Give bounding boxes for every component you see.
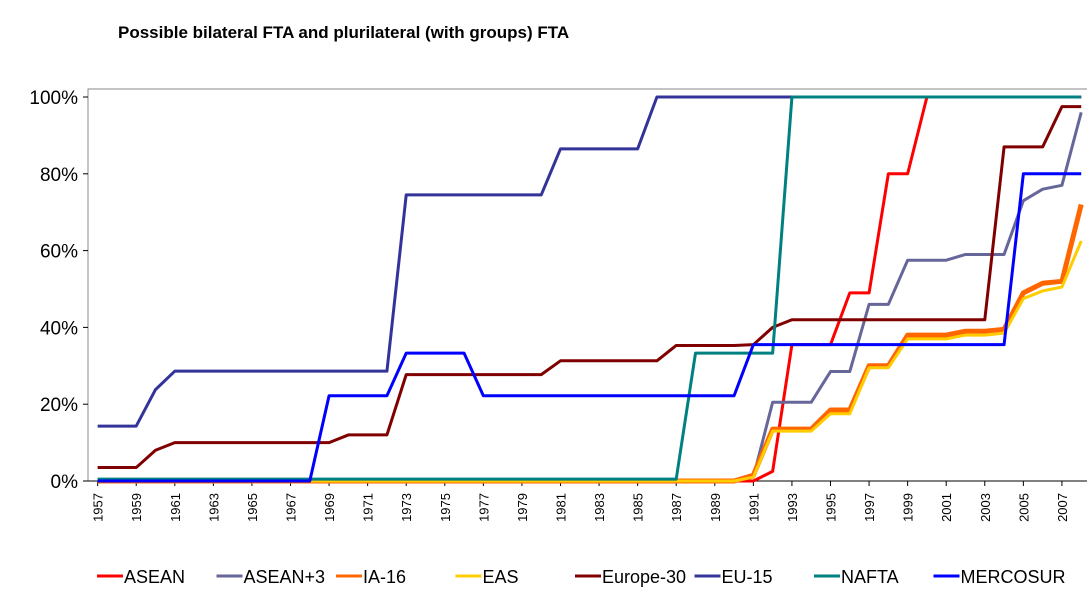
legend-label: ASEAN+3 [244,567,326,587]
x-tick-label: 1961 [168,493,183,522]
x-tick-label: 1957 [91,493,106,522]
x-tick-label: 1999 [901,493,916,522]
x-tick-label: 1969 [322,493,337,522]
x-tick-label: 1965 [245,493,260,522]
x-tick-label: 1963 [206,493,221,522]
x-tick-label: 1981 [554,493,569,522]
x-tick-label: 1971 [361,493,376,522]
x-tick-label: 2005 [1016,493,1031,522]
x-tick-label: 1987 [669,493,684,522]
x-tick-label: 2003 [978,493,993,522]
series-line [97,203,1084,484]
series-line [97,172,1082,483]
legend-label: MERCOSUR [961,567,1066,587]
y-tick-label: 100% [29,88,78,109]
y-tick-label: 60% [40,242,78,263]
x-tick-label: 2001 [939,493,954,522]
legend-label: ASEAN [124,567,185,587]
chart-title: Possible bilateral FTA and plurilateral … [118,23,569,42]
x-tick-label: 1995 [824,493,839,522]
series-line [97,105,1082,470]
legend-label: IA-16 [363,567,406,587]
x-tick-label: 1997 [862,493,877,522]
series-line [97,95,1082,481]
x-tick-label: 1979 [515,493,530,522]
y-tick-label: 20% [40,395,78,416]
legend-label: EAS [483,567,519,587]
legend-label: NAFTA [841,567,899,587]
x-tick-label: 1975 [438,493,453,522]
x-tick-label: 1967 [284,493,299,522]
x-tick-label: 1991 [746,493,761,522]
y-tick-label: 0% [51,472,79,493]
y-tick-label: 80% [40,165,78,186]
x-tick-label: 1959 [129,493,144,522]
x-tick-label: 1973 [399,493,414,522]
x-tick-label: 1983 [592,493,607,522]
series-line [97,95,1082,483]
y-tick-label: 40% [40,318,78,339]
x-tick-label: 1985 [631,493,646,522]
legend-label: Europe-30 [602,567,686,587]
x-tick-label: 1993 [785,493,800,522]
x-tick-label: 1977 [476,493,491,522]
legend-label: EU-15 [722,567,773,587]
series-line [97,111,1083,483]
x-tick-label: 2007 [1055,493,1070,522]
x-tick-label: 1989 [708,493,723,522]
